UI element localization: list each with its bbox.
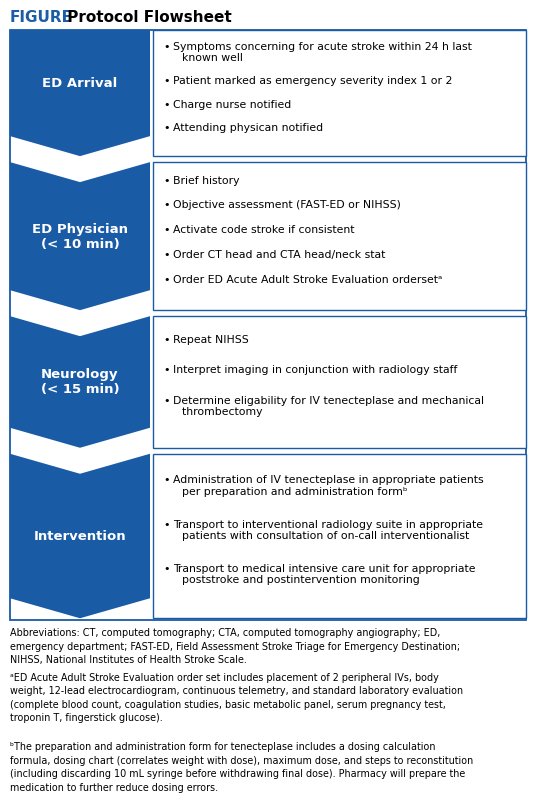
Text: ED Arrival: ED Arrival bbox=[42, 77, 117, 90]
Polygon shape bbox=[10, 162, 150, 310]
Polygon shape bbox=[10, 316, 150, 448]
Text: Interpret imaging in conjunction with radiology staff: Interpret imaging in conjunction with ra… bbox=[173, 365, 457, 376]
Text: •: • bbox=[163, 475, 169, 485]
Text: •: • bbox=[163, 76, 169, 87]
Text: Objective assessment (FAST-ED or NIHSS): Objective assessment (FAST-ED or NIHSS) bbox=[173, 200, 401, 211]
Text: Protocol Flowsheet: Protocol Flowsheet bbox=[62, 10, 232, 25]
Text: (< 10 min): (< 10 min) bbox=[41, 237, 120, 250]
Text: known well: known well bbox=[175, 53, 243, 63]
Text: Determine eligability for IV tenecteplase and mechanical: Determine eligability for IV tenecteplas… bbox=[173, 396, 484, 406]
Text: Transport to medical intensive care unit for appropriate: Transport to medical intensive care unit… bbox=[173, 564, 475, 574]
Text: •: • bbox=[163, 100, 169, 109]
Text: Transport to interventional radiology suite in appropriate: Transport to interventional radiology su… bbox=[173, 519, 483, 530]
Text: •: • bbox=[163, 176, 169, 185]
Text: •: • bbox=[163, 564, 169, 574]
Text: Symptoms concerning for acute stroke within 24 h last: Symptoms concerning for acute stroke wit… bbox=[173, 42, 472, 52]
Text: Order ED Acute Adult Stroke Evaluation ordersetᵃ: Order ED Acute Adult Stroke Evaluation o… bbox=[173, 275, 442, 285]
Text: Attending physican notified: Attending physican notified bbox=[173, 123, 323, 133]
FancyBboxPatch shape bbox=[153, 454, 526, 618]
Text: Charge nurse notified: Charge nurse notified bbox=[173, 100, 291, 109]
Text: Brief history: Brief history bbox=[173, 176, 240, 185]
Text: •: • bbox=[163, 42, 169, 52]
Text: patients with consultation of on-call interventionalist: patients with consultation of on-call in… bbox=[175, 531, 469, 541]
Text: •: • bbox=[163, 365, 169, 376]
Text: FIGURE: FIGURE bbox=[10, 10, 73, 25]
Text: •: • bbox=[163, 519, 169, 530]
Text: Intervention: Intervention bbox=[34, 530, 126, 543]
FancyBboxPatch shape bbox=[153, 162, 526, 310]
Text: ᵃED Acute Adult Stroke Evaluation order set includes placement of 2 peripheral I: ᵃED Acute Adult Stroke Evaluation order … bbox=[10, 672, 463, 723]
Text: •: • bbox=[163, 225, 169, 236]
Text: (< 15 min): (< 15 min) bbox=[41, 383, 120, 396]
Text: poststroke and postintervention monitoring: poststroke and postintervention monitori… bbox=[175, 575, 420, 586]
Text: per preparation and administration formᵇ: per preparation and administration formᵇ bbox=[175, 487, 407, 497]
Text: •: • bbox=[163, 335, 169, 345]
Text: Activate code stroke if consistent: Activate code stroke if consistent bbox=[173, 225, 354, 236]
Text: Patient marked as emergency severity index 1 or 2: Patient marked as emergency severity ind… bbox=[173, 76, 452, 87]
Text: •: • bbox=[163, 250, 169, 260]
FancyBboxPatch shape bbox=[153, 30, 526, 156]
Polygon shape bbox=[10, 30, 150, 156]
Text: Order CT head and CTA head/neck stat: Order CT head and CTA head/neck stat bbox=[173, 250, 385, 260]
Text: thrombectomy: thrombectomy bbox=[175, 407, 263, 417]
Text: •: • bbox=[163, 123, 169, 133]
Text: ED Physician: ED Physician bbox=[32, 223, 128, 236]
Polygon shape bbox=[10, 454, 150, 618]
Text: •: • bbox=[163, 200, 169, 211]
FancyBboxPatch shape bbox=[153, 316, 526, 448]
Text: •: • bbox=[163, 275, 169, 285]
Text: Neurology: Neurology bbox=[41, 369, 119, 382]
Text: Administration of IV tenecteplase in appropriate patients: Administration of IV tenecteplase in app… bbox=[173, 475, 483, 485]
Text: •: • bbox=[163, 396, 169, 406]
Text: ᵇThe preparation and administration form for tenecteplase includes a dosing calc: ᵇThe preparation and administration form… bbox=[10, 742, 473, 793]
Text: Repeat NIHSS: Repeat NIHSS bbox=[173, 335, 249, 345]
Text: Abbreviations: CT, computed tomography; CTA, computed tomography angiography; ED: Abbreviations: CT, computed tomography; … bbox=[10, 628, 460, 665]
